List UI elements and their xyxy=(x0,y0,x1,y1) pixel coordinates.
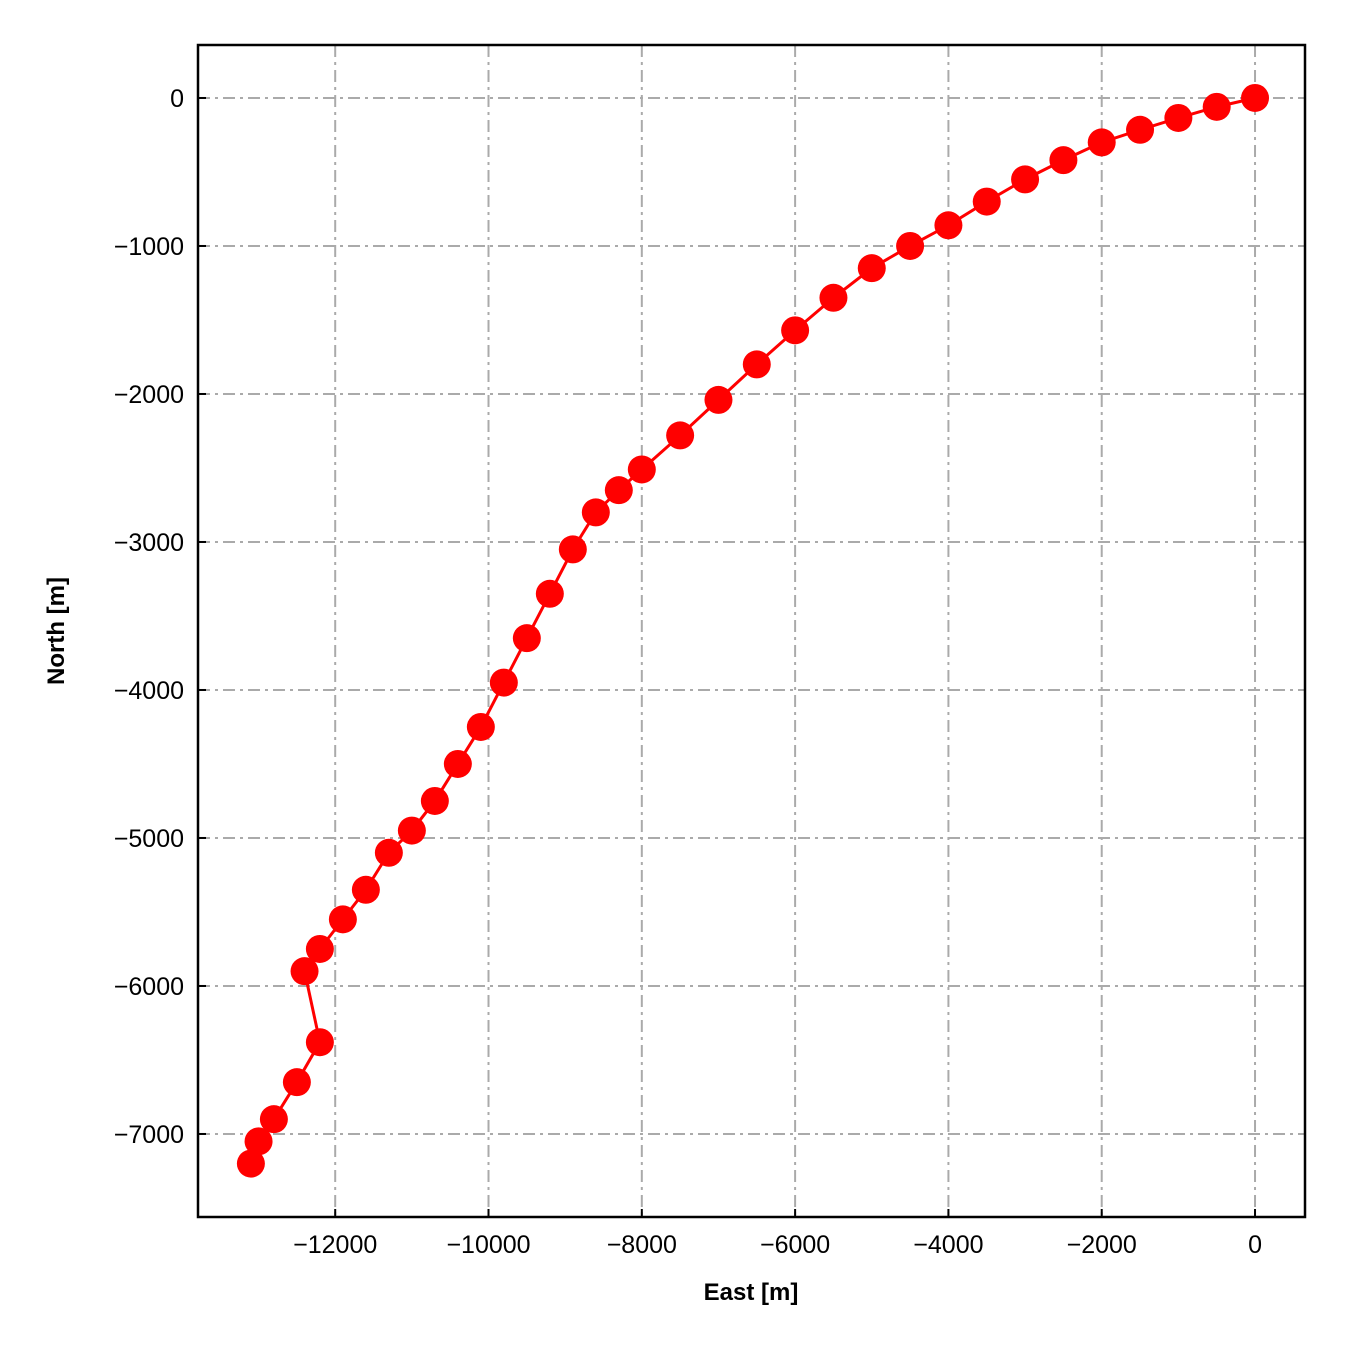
y-tick-label: −7000 xyxy=(114,1121,184,1149)
marker xyxy=(972,187,1001,216)
marker xyxy=(1011,165,1040,194)
marker xyxy=(282,1068,311,1097)
marker xyxy=(259,1105,288,1134)
marker xyxy=(781,316,810,345)
marker xyxy=(896,231,925,260)
y-tick-label: −5000 xyxy=(114,825,184,853)
marker xyxy=(290,957,319,986)
marker xyxy=(328,905,357,934)
marker xyxy=(1241,83,1270,112)
marker xyxy=(558,535,587,564)
marker xyxy=(857,254,886,283)
x-tick-label: −2000 xyxy=(1067,1231,1137,1259)
marker xyxy=(604,476,633,505)
marker xyxy=(489,668,518,697)
x-tick-label: −4000 xyxy=(913,1231,983,1259)
marker xyxy=(1164,103,1193,132)
y-tick-label: −6000 xyxy=(114,973,184,1001)
y-tick-label: −2000 xyxy=(114,381,184,409)
marker xyxy=(305,1028,334,1057)
marker xyxy=(397,816,426,845)
marker xyxy=(512,624,541,653)
marker xyxy=(627,455,656,484)
y-tick-label: −4000 xyxy=(114,677,184,705)
marker xyxy=(934,211,963,240)
y-tick-label: −3000 xyxy=(114,529,184,557)
marker xyxy=(1202,92,1231,121)
y-tick-label: 0 xyxy=(170,85,184,113)
marker xyxy=(443,749,472,778)
marker xyxy=(742,350,771,379)
x-tick-label: −6000 xyxy=(760,1231,830,1259)
x-tick-label: −8000 xyxy=(607,1231,677,1259)
x-tick-label: 0 xyxy=(1248,1231,1262,1259)
y-tick-label: −1000 xyxy=(114,233,184,261)
line xyxy=(249,96,1256,1165)
marker xyxy=(236,1149,265,1178)
marker xyxy=(1126,115,1155,144)
marker xyxy=(1087,128,1116,157)
x-tick-label: −10000 xyxy=(446,1231,530,1259)
marker xyxy=(819,283,848,312)
x-axis-label: East [m] xyxy=(704,1279,799,1306)
marker xyxy=(244,1127,273,1156)
marker xyxy=(420,786,449,815)
x-tick-label: −12000 xyxy=(293,1231,377,1259)
marker xyxy=(581,498,610,527)
marker xyxy=(535,579,564,608)
marker xyxy=(1049,146,1078,175)
marker xyxy=(704,385,733,414)
y-axis-label: North [m] xyxy=(43,577,70,685)
marker xyxy=(351,875,380,904)
marker xyxy=(374,838,403,867)
marker xyxy=(305,934,334,963)
marker xyxy=(466,712,495,741)
marker xyxy=(666,421,695,450)
plot-frame xyxy=(196,43,1307,1219)
